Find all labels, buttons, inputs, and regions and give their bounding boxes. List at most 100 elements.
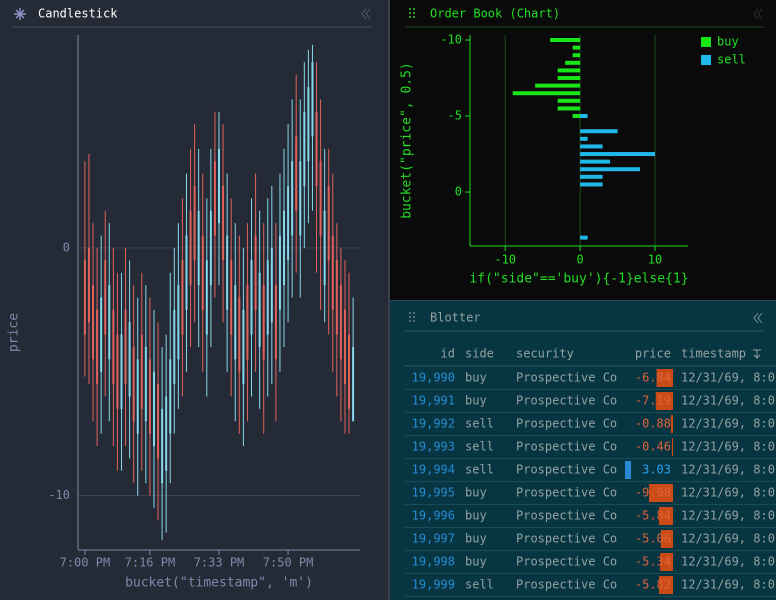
bar xyxy=(572,114,581,119)
column-header[interactable]: timestamp xyxy=(681,347,746,361)
price-bar xyxy=(655,392,673,410)
cell: 19,994 xyxy=(412,463,455,477)
candle-body xyxy=(230,260,233,335)
cell: 12/31/69, 8:0 xyxy=(681,486,775,500)
candle-body xyxy=(205,260,208,335)
cell: 12/31/69, 8:0 xyxy=(681,371,775,385)
cell: -9.98 xyxy=(635,486,671,500)
cell: -5.84 xyxy=(635,509,671,523)
candle-body xyxy=(128,322,131,397)
candle-body xyxy=(234,285,237,360)
y-tick-label: 0 xyxy=(455,185,462,199)
bar xyxy=(512,91,581,96)
cell: 19,997 xyxy=(412,532,455,546)
bar xyxy=(557,76,581,81)
collapse-button[interactable] xyxy=(365,8,371,20)
candle-body xyxy=(104,260,107,335)
cell: 12/31/69, 8:0 xyxy=(681,532,775,546)
price-bar xyxy=(670,415,673,433)
x-tick-label: 7:33 PM xyxy=(194,556,245,570)
bar xyxy=(572,45,581,50)
cell: 19,995 xyxy=(412,486,455,500)
candle-body xyxy=(189,210,192,286)
y-tick-label: -10 xyxy=(440,33,462,47)
candle-body xyxy=(266,260,269,335)
candle-body xyxy=(258,272,261,347)
candle-body xyxy=(165,396,168,471)
cell: sell xyxy=(465,463,494,477)
price-bar xyxy=(656,369,673,387)
column-header[interactable]: price xyxy=(635,347,671,361)
collapse-button[interactable] xyxy=(753,312,759,324)
candle-body xyxy=(213,161,216,236)
cell: sell xyxy=(465,578,494,592)
candle-body xyxy=(87,247,90,323)
cell: 19,991 xyxy=(412,394,455,408)
collapse-button[interactable] xyxy=(753,8,759,20)
column-header[interactable]: id xyxy=(441,347,455,361)
price-bar xyxy=(659,576,673,594)
bar xyxy=(535,83,581,88)
candle-body xyxy=(148,359,151,434)
x-axis-label: if("side"=='buy'){-1}else{1} xyxy=(469,272,688,287)
column-header[interactable]: side xyxy=(465,347,494,361)
x-tick-label: 7:16 PM xyxy=(125,556,176,570)
x-tick-label: 0 xyxy=(577,253,584,267)
cell: buy xyxy=(465,394,487,408)
collapse-button[interactable] xyxy=(757,8,763,20)
bar xyxy=(580,136,588,141)
cell: buy xyxy=(465,486,487,500)
candle-body xyxy=(319,161,322,236)
cell: -0.46 xyxy=(635,440,671,454)
bar xyxy=(580,114,588,119)
candle-body xyxy=(100,297,103,372)
bar xyxy=(565,60,581,65)
cell: 12/31/69, 8:0 xyxy=(681,509,775,523)
bar xyxy=(580,152,656,157)
cell: 19,998 xyxy=(412,555,455,569)
candle-body xyxy=(185,235,188,310)
y-axis-label: price xyxy=(7,313,22,352)
candle-body xyxy=(157,384,160,459)
cell: Prospective Co xyxy=(516,463,617,477)
candle-body xyxy=(352,346,355,422)
sort-icon[interactable] xyxy=(753,349,761,359)
candle-body xyxy=(209,210,212,286)
bar xyxy=(580,159,611,164)
y-tick-label: -10 xyxy=(48,488,70,502)
bar xyxy=(550,38,581,43)
candle-body xyxy=(287,186,290,261)
candle-body xyxy=(335,260,338,335)
x-tick-label: 7:00 PM xyxy=(60,556,111,570)
cell: Prospective Co xyxy=(516,417,617,431)
cell: 19,992 xyxy=(412,417,455,431)
candle-body xyxy=(311,62,314,137)
bar xyxy=(557,98,581,103)
cell: -6.84 xyxy=(635,371,671,385)
candle-body xyxy=(283,210,286,286)
candle-body xyxy=(201,235,204,310)
candle-body xyxy=(274,285,277,360)
legend-swatch xyxy=(701,37,711,47)
bar xyxy=(572,53,581,58)
candle-body xyxy=(181,260,184,335)
candle-body xyxy=(246,285,249,360)
collapse-button[interactable] xyxy=(757,312,763,324)
cell: -0.88 xyxy=(635,417,671,431)
cell: 12/31/69, 8:0 xyxy=(681,555,775,569)
cell: Prospective Co xyxy=(516,440,617,454)
column-header[interactable]: security xyxy=(516,347,574,361)
candle-body xyxy=(83,260,86,335)
cell: Prospective Co xyxy=(516,555,617,569)
cell: buy xyxy=(465,371,487,385)
cell: 12/31/69, 8:0 xyxy=(681,417,775,431)
candle-body xyxy=(120,334,123,409)
bar xyxy=(557,106,581,111)
candle-body xyxy=(250,260,253,335)
bar xyxy=(580,167,641,172)
collapse-button[interactable] xyxy=(361,8,367,20)
cell: -5.06 xyxy=(635,532,671,546)
legend-label: buy xyxy=(717,35,739,49)
